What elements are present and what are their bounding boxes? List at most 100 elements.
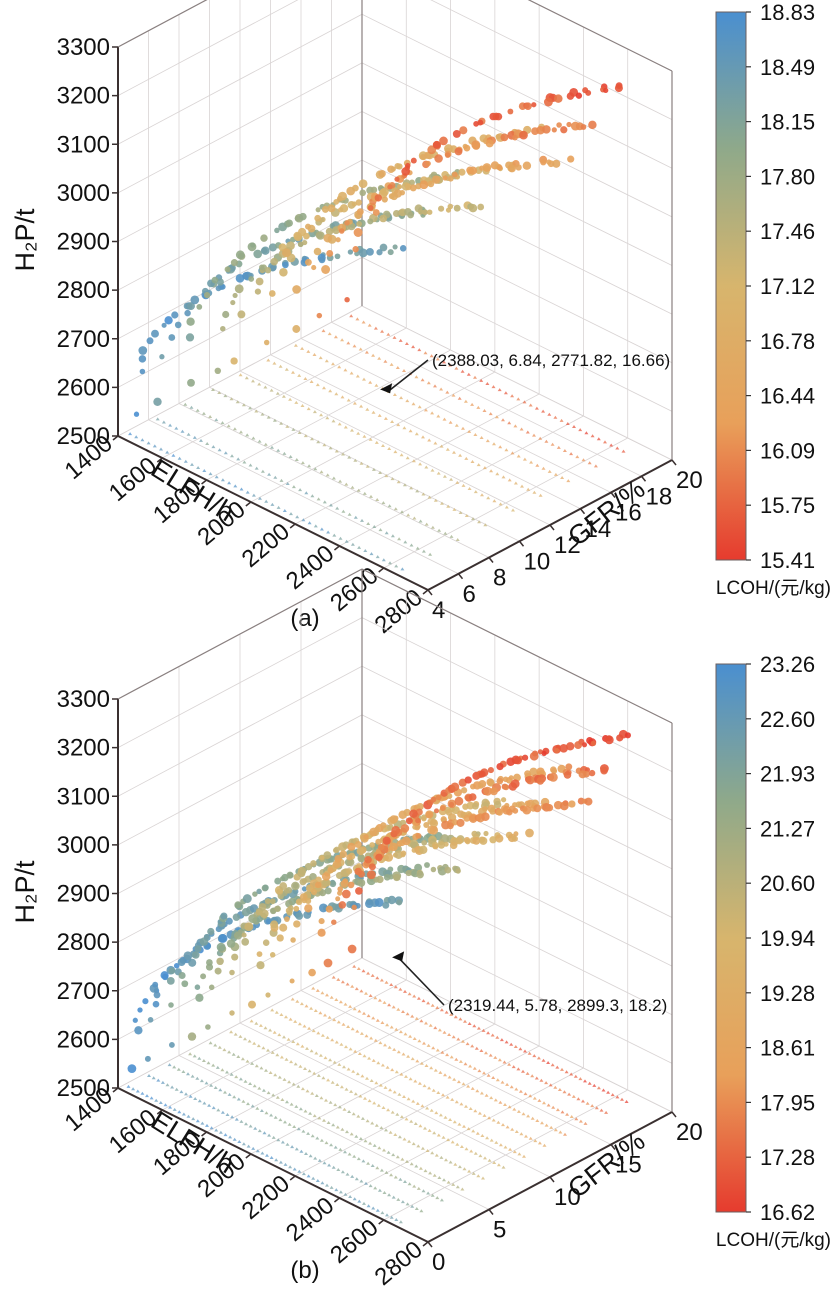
floor-projection-point bbox=[485, 1136, 490, 1140]
floor-projection-point bbox=[197, 1099, 202, 1103]
floor-projection-point bbox=[541, 409, 546, 413]
floor-gridline bbox=[148, 419, 459, 575]
floor-projection-point bbox=[438, 1113, 443, 1117]
floor-projection-point bbox=[430, 1193, 435, 1197]
data-point bbox=[334, 855, 342, 863]
floor-projection-point bbox=[410, 1057, 415, 1061]
floor-projection-point bbox=[294, 1147, 299, 1151]
floor-projection-point bbox=[620, 1097, 624, 1101]
data-point bbox=[430, 866, 437, 873]
floor-projection-point bbox=[471, 1129, 476, 1133]
floor-projection-point bbox=[227, 1092, 232, 1096]
floor-projection-point bbox=[375, 498, 380, 501]
data-point bbox=[318, 918, 325, 925]
floor-projection-point bbox=[489, 1138, 494, 1142]
data-point bbox=[206, 959, 213, 966]
data-point bbox=[338, 228, 345, 234]
floor-projection-point bbox=[364, 991, 368, 995]
floor-projection-point bbox=[334, 449, 339, 453]
floor-projection-point bbox=[158, 1101, 163, 1104]
floor-projection-point bbox=[382, 1148, 386, 1152]
data-point bbox=[478, 770, 486, 778]
floor-projection-point bbox=[387, 1045, 392, 1049]
data-point bbox=[304, 863, 313, 871]
floor-projection-point bbox=[145, 1094, 149, 1098]
floor-projection-point bbox=[458, 1017, 463, 1021]
y-tick bbox=[518, 540, 525, 547]
data-point bbox=[399, 190, 405, 196]
floor-projection-point bbox=[481, 1176, 485, 1180]
floor-projection-point bbox=[455, 1142, 460, 1146]
floor-projection-point bbox=[411, 345, 416, 349]
data-point bbox=[451, 819, 459, 826]
floor-projection-point bbox=[398, 338, 403, 342]
floor-projection-point bbox=[343, 368, 348, 372]
floor-projection-point bbox=[291, 1040, 296, 1043]
floor-projection-point bbox=[229, 1072, 234, 1076]
floor-projection-point bbox=[360, 1116, 365, 1120]
floor-projection-point bbox=[184, 1092, 188, 1096]
floor-projection-point bbox=[254, 466, 259, 470]
floor-projection-point bbox=[331, 476, 336, 480]
floor-projection-point bbox=[396, 480, 401, 484]
floor-projection-point bbox=[440, 501, 444, 505]
floor-projection-point bbox=[238, 1077, 243, 1081]
data-point bbox=[263, 339, 270, 346]
floor-projection-point bbox=[297, 373, 302, 377]
floor-projection-point bbox=[558, 1130, 563, 1134]
floor-projection-point bbox=[373, 1038, 378, 1042]
data-point bbox=[315, 207, 321, 213]
x-tick-label: 2200 bbox=[237, 518, 295, 573]
floor-projection-point bbox=[350, 1027, 355, 1031]
y-tick bbox=[427, 589, 433, 596]
floor-projection-point bbox=[337, 422, 342, 426]
floor-projection-point bbox=[495, 472, 500, 476]
data-point bbox=[187, 1032, 197, 1041]
data-point bbox=[525, 828, 534, 838]
data-point bbox=[286, 241, 295, 251]
floor-projection-point bbox=[488, 1053, 493, 1057]
floor-projection-point bbox=[464, 514, 469, 517]
floor-projection-point bbox=[154, 1098, 159, 1102]
data-point bbox=[390, 166, 396, 172]
data-point bbox=[469, 166, 478, 175]
floor-projection-point bbox=[199, 438, 203, 442]
floor-projection-point bbox=[214, 1128, 219, 1132]
floor-projection-point bbox=[340, 980, 345, 984]
floor-projection-point bbox=[356, 431, 361, 435]
x-tick bbox=[333, 1197, 340, 1203]
z-tick-label: 3100 bbox=[57, 131, 110, 158]
x-tick bbox=[112, 1087, 119, 1093]
floor-projection-point bbox=[214, 418, 219, 422]
floor-projection-point bbox=[171, 453, 176, 457]
floor-projection-point bbox=[510, 1127, 515, 1131]
data-point bbox=[159, 354, 165, 360]
panel-b: 2500 2600 2700 2800 2900 3000 3100 3200 3300 1400… bbox=[0, 568, 837, 1304]
x-tick-label: 2400 bbox=[281, 1192, 339, 1247]
floor-projection-point bbox=[287, 1080, 292, 1084]
floor-projection-point bbox=[188, 1094, 193, 1098]
floor-projection-point bbox=[476, 463, 481, 467]
data-point bbox=[235, 250, 245, 260]
floor-gridline bbox=[178, 403, 490, 558]
floor-projection-point bbox=[319, 413, 324, 417]
floor-projection-point bbox=[532, 1054, 537, 1058]
floor-projection-point bbox=[431, 1088, 436, 1092]
floor-projection-point bbox=[190, 462, 194, 466]
floor-projection-point bbox=[573, 1074, 578, 1078]
data-point bbox=[284, 916, 290, 922]
floor-gridline bbox=[239, 1022, 551, 1178]
floor-projection-point bbox=[587, 1081, 592, 1085]
floor-projection-point bbox=[257, 1129, 262, 1133]
floor-projection-point bbox=[350, 542, 355, 546]
data-point bbox=[575, 92, 583, 99]
data-point bbox=[450, 782, 460, 792]
floor-projection-point bbox=[191, 1117, 196, 1121]
data-point bbox=[327, 204, 336, 213]
floor-projection-point bbox=[269, 388, 274, 392]
floor-projection-point bbox=[325, 993, 329, 997]
floor-projection-point bbox=[441, 1093, 445, 1097]
floor-projection-point bbox=[354, 987, 359, 991]
data-point bbox=[367, 205, 374, 211]
data-point bbox=[319, 855, 325, 861]
